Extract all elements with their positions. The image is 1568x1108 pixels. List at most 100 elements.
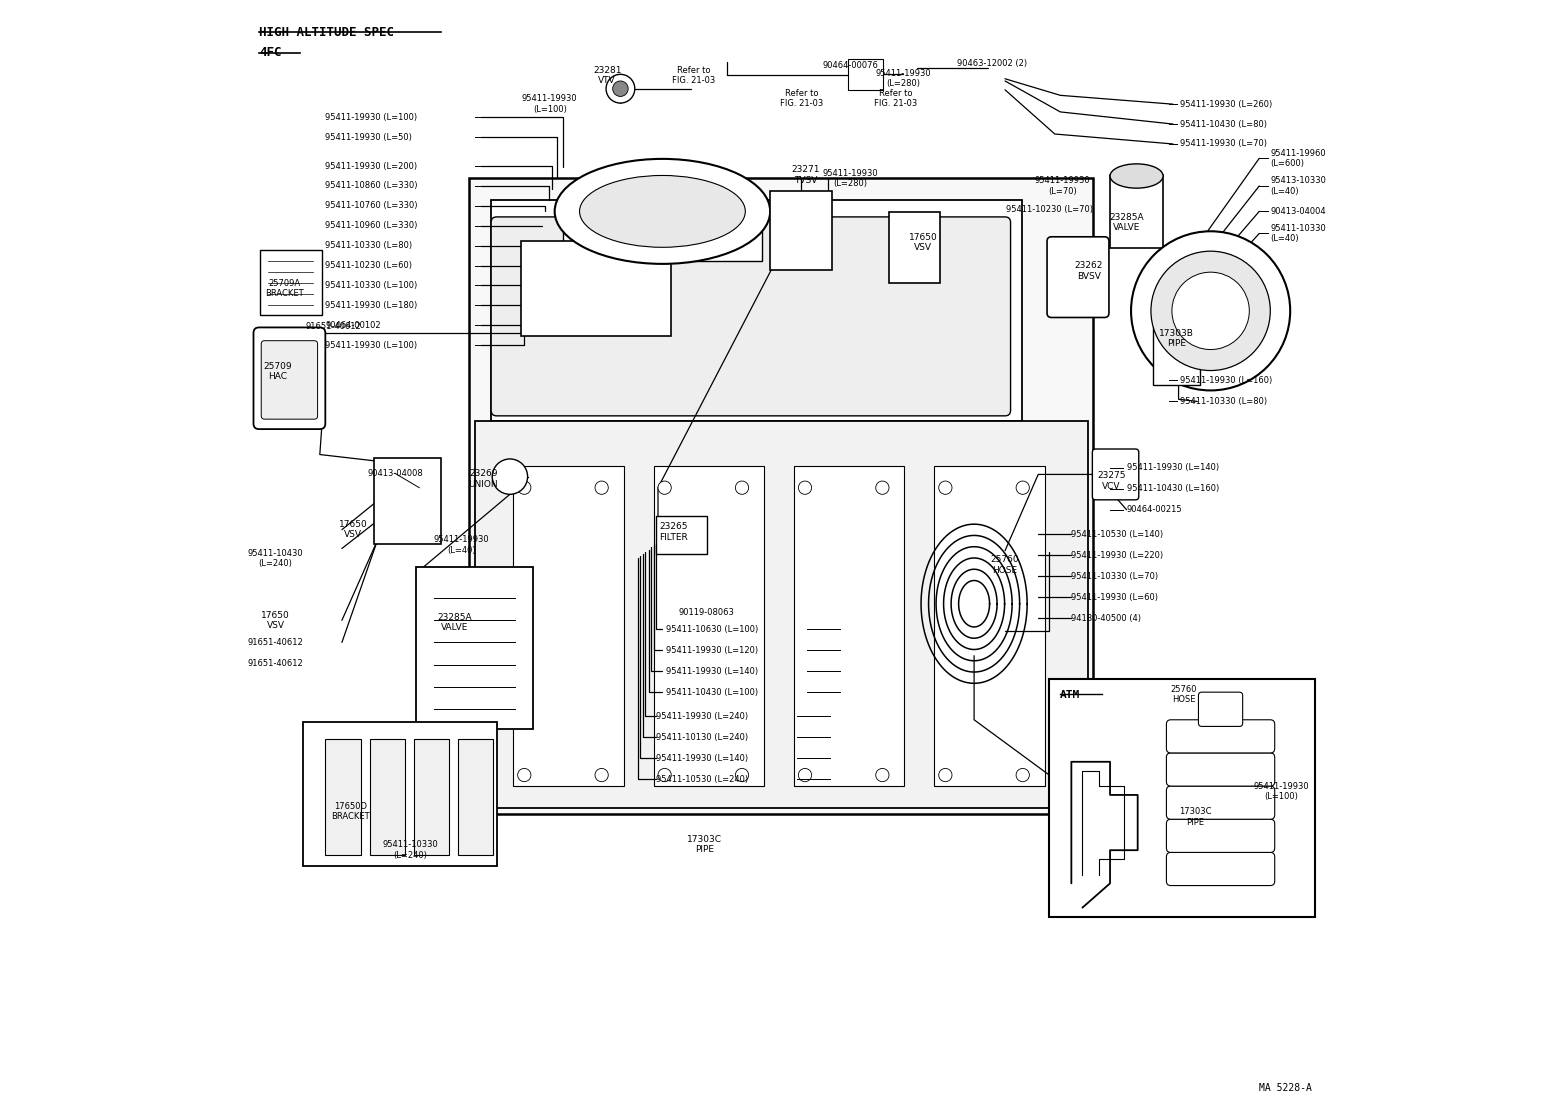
Text: 95411-19930
(L=100): 95411-19930 (L=100) [522, 94, 577, 114]
FancyBboxPatch shape [654, 465, 764, 786]
Text: 23285A
VALVE: 23285A VALVE [437, 613, 472, 633]
Text: 95411-19930 (L=260): 95411-19930 (L=260) [1179, 100, 1272, 109]
FancyBboxPatch shape [469, 178, 1093, 813]
Text: 94180-40500 (4): 94180-40500 (4) [1071, 614, 1142, 623]
Text: 17650
VSV: 17650 VSV [909, 233, 938, 252]
Text: 95411-10330 (L=80): 95411-10330 (L=80) [1179, 397, 1267, 406]
Text: Refer to
FIG. 21-03: Refer to FIG. 21-03 [779, 89, 823, 109]
Text: 90464-00102: 90464-00102 [325, 320, 381, 330]
Circle shape [594, 481, 608, 494]
Text: MA 5228-A: MA 5228-A [1259, 1084, 1312, 1094]
FancyBboxPatch shape [793, 465, 905, 786]
Text: 25709
HAC: 25709 HAC [263, 362, 292, 381]
Text: 91651-40612: 91651-40612 [248, 638, 304, 647]
Circle shape [735, 769, 748, 781]
Circle shape [1151, 252, 1270, 370]
Text: 95411-10330
(L=40): 95411-10330 (L=40) [1270, 224, 1327, 243]
Text: 95411-19930 (L=70): 95411-19930 (L=70) [1179, 140, 1267, 148]
Text: 95411-10330
(L=240): 95411-10330 (L=240) [383, 841, 439, 860]
Ellipse shape [555, 158, 770, 264]
Text: 90413-04008: 90413-04008 [367, 469, 423, 478]
Text: 17303C
PIPE: 17303C PIPE [687, 835, 721, 854]
Text: 23275
VCV: 23275 VCV [1098, 471, 1126, 491]
Circle shape [492, 459, 527, 494]
Circle shape [517, 769, 532, 781]
Circle shape [659, 481, 671, 494]
Text: 25709A
BRACKET: 25709A BRACKET [265, 279, 304, 298]
Text: 17650
VSV: 17650 VSV [262, 611, 290, 630]
Text: 95411-10860 (L=330): 95411-10860 (L=330) [325, 182, 417, 191]
Circle shape [877, 769, 889, 781]
Circle shape [798, 481, 812, 494]
Text: 95411-19930 (L=160): 95411-19930 (L=160) [1179, 376, 1272, 384]
Circle shape [517, 481, 532, 494]
Ellipse shape [1110, 164, 1163, 188]
Circle shape [659, 769, 671, 781]
Text: 23281
VTV: 23281 VTV [593, 65, 621, 85]
Circle shape [798, 769, 812, 781]
Text: 95411-19930 (L=200): 95411-19930 (L=200) [325, 162, 417, 171]
Text: 4FC: 4FC [259, 45, 282, 59]
Text: 95411-19930 (L=120): 95411-19930 (L=120) [666, 646, 757, 655]
Text: 95411-19930 (L=50): 95411-19930 (L=50) [325, 133, 412, 142]
Text: 17650D
BRACKET: 17650D BRACKET [331, 802, 370, 821]
FancyBboxPatch shape [254, 328, 325, 429]
Text: 95411-19930 (L=240): 95411-19930 (L=240) [655, 712, 748, 721]
Text: 17303B
PIPE: 17303B PIPE [1159, 329, 1193, 348]
Text: 95411-19930
(L=100): 95411-19930 (L=100) [1253, 782, 1309, 801]
Text: 25760
HOSE: 25760 HOSE [991, 555, 1019, 575]
Text: Refer to
FIG. 21-03: Refer to FIG. 21-03 [873, 89, 917, 109]
FancyBboxPatch shape [513, 465, 624, 786]
Text: 95411-10530 (L=140): 95411-10530 (L=140) [1071, 530, 1163, 538]
Text: 17303C
PIPE: 17303C PIPE [1179, 808, 1212, 827]
Text: 95411-10630 (L=100): 95411-10630 (L=100) [666, 625, 757, 634]
FancyBboxPatch shape [416, 567, 533, 729]
Text: 23285A
VALVE: 23285A VALVE [1109, 213, 1145, 233]
Bar [1049, 679, 1314, 916]
Circle shape [1016, 769, 1029, 781]
Text: Refer to
FIG. 21-03: Refer to FIG. 21-03 [671, 65, 715, 85]
Text: 95411-19930
(L=40): 95411-19930 (L=40) [433, 535, 489, 555]
FancyBboxPatch shape [458, 739, 494, 854]
Text: 95411-19930 (L=60): 95411-19930 (L=60) [1071, 593, 1159, 602]
Text: 95411-10960 (L=330): 95411-10960 (L=330) [325, 222, 417, 230]
Text: 95411-10230 (L=60): 95411-10230 (L=60) [325, 261, 412, 270]
Text: 95411-19930
(L=70): 95411-19930 (L=70) [1035, 176, 1090, 196]
Circle shape [939, 481, 952, 494]
Text: 90464-00076: 90464-00076 [822, 61, 878, 70]
Text: 95411-10430 (L=160): 95411-10430 (L=160) [1127, 484, 1218, 493]
FancyBboxPatch shape [655, 516, 707, 554]
Text: 17650
VSV: 17650 VSV [339, 520, 367, 540]
Text: 95411-10430 (L=80): 95411-10430 (L=80) [1179, 120, 1267, 129]
FancyBboxPatch shape [370, 739, 405, 854]
Text: 95413-10330
(L=40): 95413-10330 (L=40) [1270, 176, 1327, 196]
Text: 23262
BVSV: 23262 BVSV [1074, 261, 1104, 280]
Text: 95411-10330 (L=70): 95411-10330 (L=70) [1071, 572, 1159, 581]
Text: 95411-10760 (L=330): 95411-10760 (L=330) [325, 202, 417, 211]
FancyBboxPatch shape [325, 739, 361, 854]
Text: 95411-10230 (L=70): 95411-10230 (L=70) [1005, 205, 1093, 214]
Text: 95411-10430 (L=100): 95411-10430 (L=100) [666, 688, 757, 697]
FancyBboxPatch shape [1047, 237, 1109, 318]
FancyBboxPatch shape [521, 242, 671, 336]
FancyBboxPatch shape [1110, 175, 1163, 248]
Text: 90413-04004: 90413-04004 [1270, 207, 1327, 216]
Circle shape [1131, 232, 1290, 390]
Text: 95411-10330 (L=80): 95411-10330 (L=80) [325, 242, 412, 250]
FancyBboxPatch shape [935, 465, 1044, 786]
FancyBboxPatch shape [1167, 753, 1275, 786]
Text: 90119-08063: 90119-08063 [679, 608, 734, 617]
Text: 23271
TVSV: 23271 TVSV [792, 165, 820, 185]
FancyBboxPatch shape [563, 212, 762, 261]
FancyBboxPatch shape [262, 340, 318, 419]
FancyBboxPatch shape [373, 458, 441, 544]
FancyBboxPatch shape [1152, 328, 1200, 384]
FancyBboxPatch shape [770, 192, 831, 270]
Text: 95411-19930
(L=280): 95411-19930 (L=280) [875, 69, 931, 89]
FancyBboxPatch shape [491, 201, 1022, 421]
Bar [303, 722, 497, 865]
FancyBboxPatch shape [1198, 692, 1243, 727]
FancyBboxPatch shape [1167, 819, 1275, 852]
Circle shape [1171, 273, 1250, 349]
Text: 23265
FILTER: 23265 FILTER [659, 522, 688, 542]
